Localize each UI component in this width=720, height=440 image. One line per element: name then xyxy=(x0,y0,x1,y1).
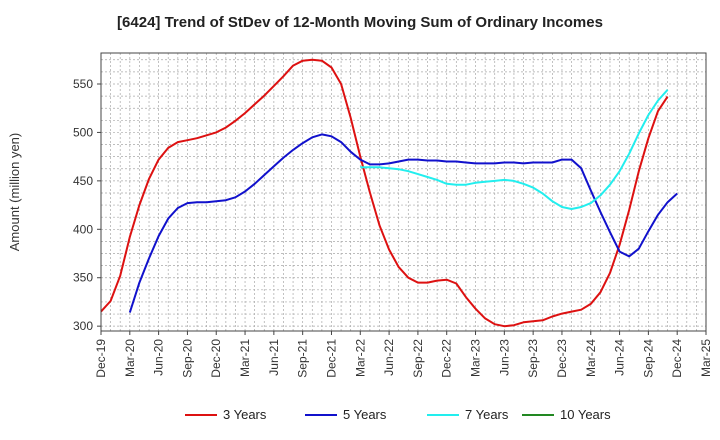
y-tick-label: 400 xyxy=(73,222,93,236)
x-tick-label: Dec-19 xyxy=(94,339,108,378)
grid xyxy=(101,53,706,331)
x-tick-label: Mar-20 xyxy=(123,339,137,377)
x-tick-label: Sep-21 xyxy=(296,339,310,378)
x-tick-label: Dec-22 xyxy=(440,339,454,378)
plot-frame xyxy=(100,52,707,332)
x-tick-label: Dec-21 xyxy=(324,339,338,378)
legend-label: 5 Years xyxy=(343,407,387,422)
legend-label: 3 Years xyxy=(223,407,267,422)
x-tick-label: Dec-24 xyxy=(670,339,684,378)
x-tick-label: Mar-22 xyxy=(353,339,367,377)
series-line-3-years xyxy=(100,58,669,328)
x-tick-label: Jun-23 xyxy=(497,339,511,376)
x-tick-label: Sep-23 xyxy=(526,339,540,378)
x-tick-label: Mar-24 xyxy=(584,339,598,377)
x-tick-label: Jun-24 xyxy=(613,339,627,376)
x-tick-label: Sep-22 xyxy=(411,339,425,378)
y-axis-title: Amount (million yen) xyxy=(7,133,22,252)
x-tick-label: Mar-23 xyxy=(469,339,483,377)
series-line-5-years xyxy=(128,133,678,313)
legend-label: 7 Years xyxy=(465,407,509,422)
x-tick-label: Jun-22 xyxy=(382,339,396,376)
y-tick-label: 450 xyxy=(73,174,93,188)
x-tick-label: Sep-20 xyxy=(180,339,194,378)
series-lines xyxy=(100,58,678,328)
y-tick-label: 500 xyxy=(73,125,93,139)
legend-label: 10 Years xyxy=(560,407,611,422)
legend: 3 Years 5 Years 7 Years 10 Years xyxy=(185,407,611,422)
x-tick-label: Mar-21 xyxy=(238,339,252,377)
axes: 300 350 400 450 500 550 Dec-19 Mar-20 Jun-20 Sep-… xyxy=(73,52,713,378)
x-tick-label: Jun-20 xyxy=(152,339,166,376)
y-tick-label: 550 xyxy=(73,77,93,91)
series-line-7-years xyxy=(360,89,669,210)
x-tick-label: Sep-24 xyxy=(641,339,655,378)
plot-area xyxy=(101,53,706,331)
y-tick-label: 350 xyxy=(73,271,93,285)
y-tick-label: 300 xyxy=(73,319,93,333)
x-tick-label: Mar-25 xyxy=(699,339,713,377)
x-tick-label: Jun-21 xyxy=(267,339,281,376)
chart-title: [6424] Trend of StDev of 12-Month Moving… xyxy=(117,14,603,31)
x-tick-label: Dec-23 xyxy=(555,339,569,378)
x-tick-label: Dec-20 xyxy=(209,339,223,378)
